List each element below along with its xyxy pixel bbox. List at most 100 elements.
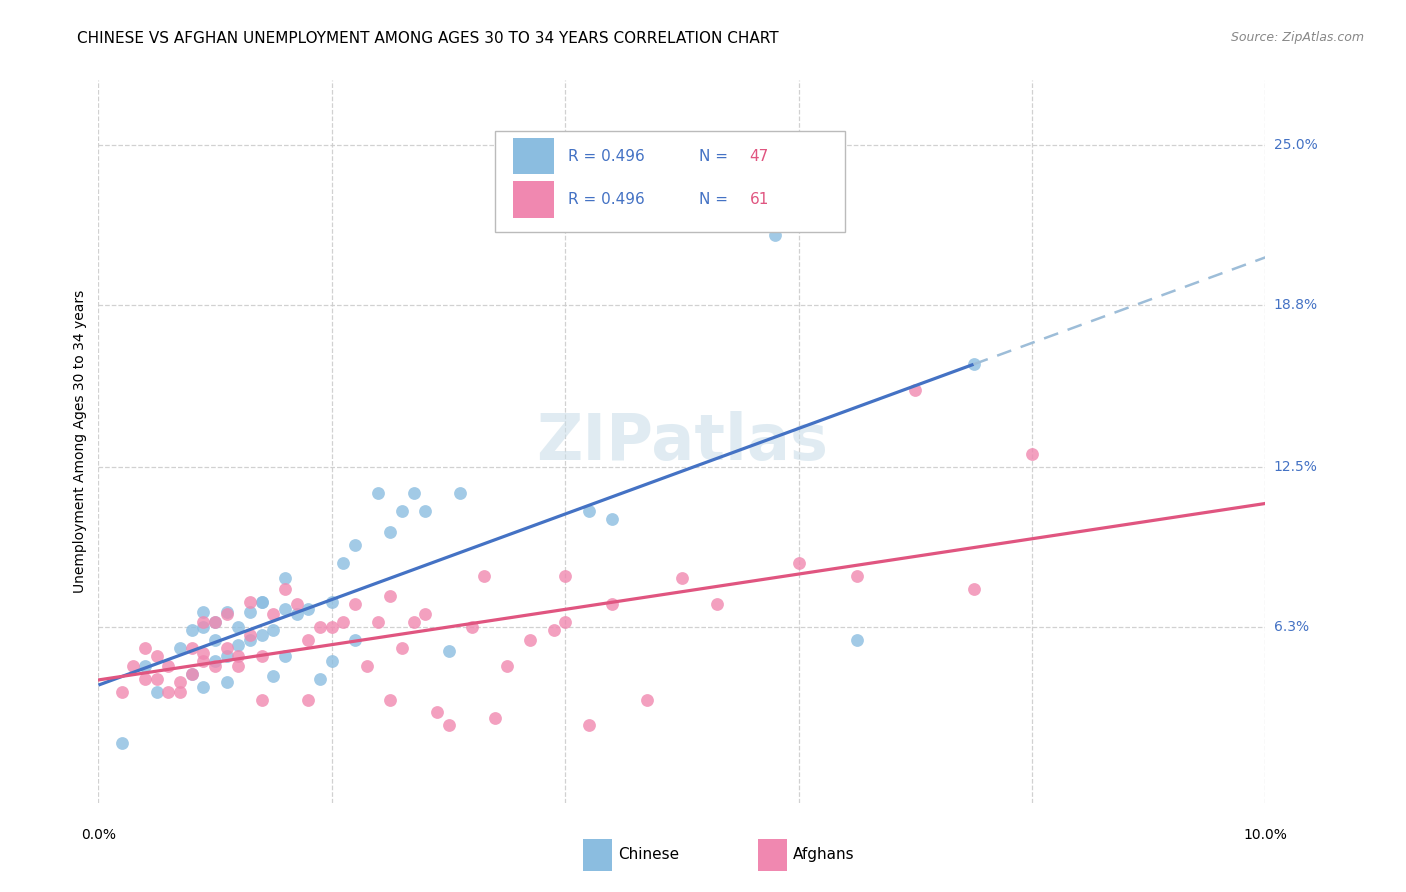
Text: R = 0.496: R = 0.496 <box>568 149 644 163</box>
Text: 12.5%: 12.5% <box>1274 460 1317 475</box>
Point <box>578 504 600 518</box>
Point <box>215 648 238 663</box>
Point <box>204 659 226 673</box>
Point <box>239 628 262 642</box>
Point <box>380 524 402 539</box>
Y-axis label: Unemployment Among Ages 30 to 34 years: Unemployment Among Ages 30 to 34 years <box>73 290 87 593</box>
Point <box>484 711 506 725</box>
Text: 0.0%: 0.0% <box>82 828 115 842</box>
Point <box>543 623 565 637</box>
Point <box>122 659 145 673</box>
Point <box>332 615 354 630</box>
Point <box>519 633 541 648</box>
Point <box>157 659 180 673</box>
Point <box>111 736 134 750</box>
FancyBboxPatch shape <box>495 131 845 232</box>
Point <box>356 659 378 673</box>
Text: 47: 47 <box>749 149 769 163</box>
Text: 18.8%: 18.8% <box>1274 298 1317 312</box>
Point <box>367 486 389 500</box>
Point <box>297 633 319 648</box>
Point <box>250 628 273 642</box>
Point <box>193 605 215 619</box>
Point <box>367 615 389 630</box>
Point <box>285 597 308 611</box>
Point <box>706 597 728 611</box>
Text: ZIPatlas: ZIPatlas <box>536 410 828 473</box>
Point <box>157 685 180 699</box>
Text: N =: N = <box>699 192 728 207</box>
Point <box>228 639 250 653</box>
Point <box>169 674 191 689</box>
Point <box>309 672 332 686</box>
Point <box>204 615 226 630</box>
Point <box>180 640 202 655</box>
Point <box>262 623 284 637</box>
Bar <box>758 838 787 871</box>
Point <box>134 672 156 686</box>
Text: 6.3%: 6.3% <box>1274 620 1309 634</box>
Text: R = 0.496: R = 0.496 <box>568 192 644 207</box>
Point <box>391 504 413 518</box>
Point <box>228 648 250 663</box>
Point <box>962 582 984 596</box>
Point <box>204 654 226 668</box>
Point <box>578 718 600 732</box>
Point <box>437 718 460 732</box>
Point <box>321 594 343 608</box>
Point <box>274 571 297 585</box>
Point <box>344 538 367 552</box>
Point <box>787 556 810 570</box>
Point <box>134 659 156 673</box>
Point <box>1021 447 1043 461</box>
Bar <box>582 838 612 871</box>
Point <box>671 571 693 585</box>
Point <box>426 706 449 720</box>
Point <box>962 357 984 371</box>
Point <box>193 646 215 660</box>
Bar <box>513 181 554 218</box>
Point <box>180 666 202 681</box>
Text: 61: 61 <box>749 192 769 207</box>
Point <box>215 674 238 689</box>
Point <box>111 685 134 699</box>
Point <box>239 605 262 619</box>
Point <box>332 556 354 570</box>
Point <box>169 685 191 699</box>
Point <box>554 568 576 582</box>
Point <box>554 615 576 630</box>
Point <box>413 607 436 622</box>
Point <box>846 568 869 582</box>
Point <box>600 512 623 526</box>
Point <box>402 615 425 630</box>
Text: CHINESE VS AFGHAN UNEMPLOYMENT AMONG AGES 30 TO 34 YEARS CORRELATION CHART: CHINESE VS AFGHAN UNEMPLOYMENT AMONG AGE… <box>77 31 779 46</box>
Point <box>228 659 250 673</box>
Point <box>413 504 436 518</box>
Point <box>193 680 215 694</box>
Point <box>380 590 402 604</box>
Text: 25.0%: 25.0% <box>1274 137 1317 152</box>
Point <box>262 669 284 683</box>
Point <box>262 607 284 622</box>
Point <box>204 633 226 648</box>
Point <box>180 666 202 681</box>
Text: Chinese: Chinese <box>617 847 679 863</box>
Point <box>321 620 343 634</box>
Point <box>344 597 367 611</box>
Point <box>250 648 273 663</box>
Point <box>763 228 786 243</box>
Point <box>402 486 425 500</box>
Point <box>239 633 262 648</box>
Point <box>472 568 495 582</box>
Point <box>204 615 226 630</box>
Point <box>437 643 460 657</box>
Point <box>180 623 202 637</box>
Point <box>321 654 343 668</box>
Point <box>344 633 367 648</box>
Text: 10.0%: 10.0% <box>1243 828 1288 842</box>
Point <box>215 607 238 622</box>
Point <box>134 640 156 655</box>
Point <box>274 582 297 596</box>
Point <box>309 620 332 634</box>
Text: Afghans: Afghans <box>793 847 855 863</box>
